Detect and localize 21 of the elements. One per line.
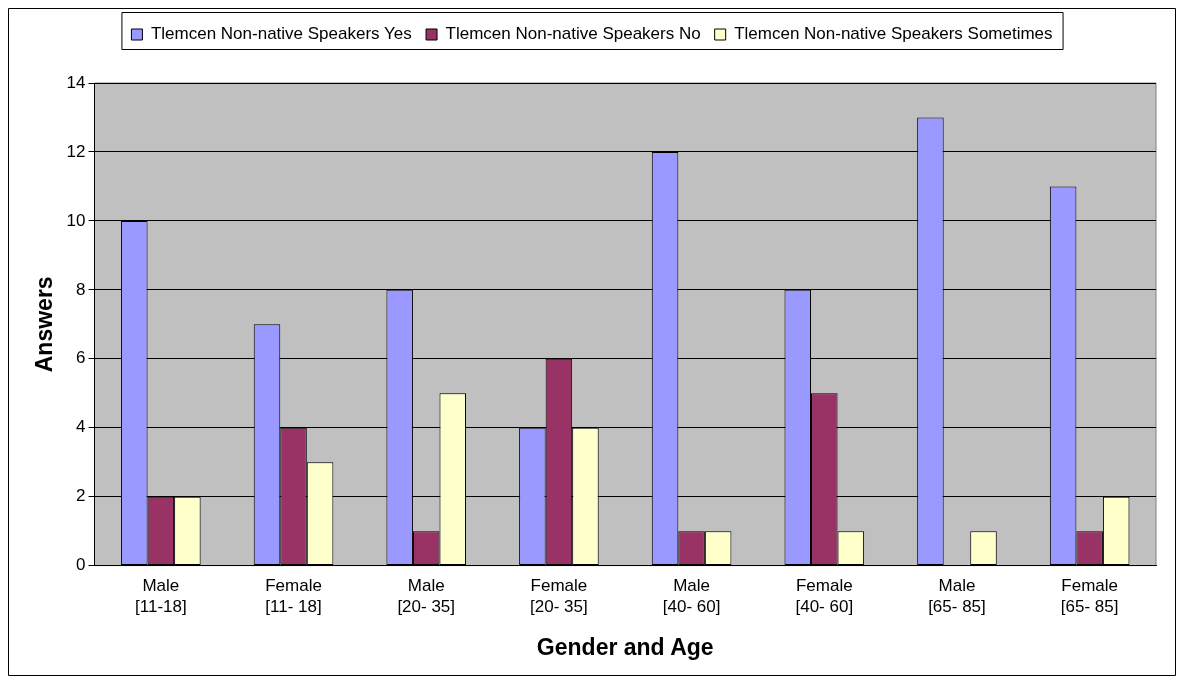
y-tick-label: 8 [76,279,86,299]
x-tick-label: Female [11- 18] [265,576,322,616]
x-axis-title: Gender and Age [536,633,714,660]
y-tick-label: 14 [66,72,86,92]
y-tick-label: 4 [76,417,86,437]
x-tick-label: Male [20- 35] [397,576,456,616]
x-tick-label: Female [20- 35] [530,576,588,616]
legend-label: Tlemcen Non-native Speakers Yes [150,24,412,44]
y-tick-label: 0 [76,555,86,575]
legend-label: Tlemcen Non-native Speakers No [445,24,701,44]
legend-label: Tlemcen Non-native Speakers Sometimes [734,24,1053,44]
y-tick-label: 2 [76,486,86,506]
y-tick-label: 6 [76,348,86,368]
y-tick-label: 12 [66,141,86,161]
x-tick-label: Male [40- 60] [662,576,721,616]
x-tick-label: Female [40- 60] [795,576,854,616]
x-tick-label: Female [65- 85] [1060,576,1119,616]
x-tick-label: Male [11-18] [135,576,187,616]
y-axis-title: Answers [31,276,58,373]
y-tick-label: 10 [66,210,86,230]
x-tick-label: Male [65- 85] [928,576,986,616]
